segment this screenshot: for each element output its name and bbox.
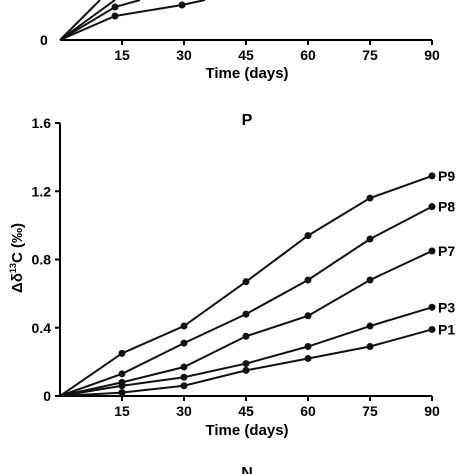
series-label-p1: P1: [438, 321, 455, 337]
top-y-tick-label: 0: [40, 32, 48, 48]
point-p9: [242, 278, 250, 286]
point-p9: [428, 172, 436, 180]
top-x-tick-label: 90: [424, 47, 440, 63]
point-p3: [366, 322, 374, 330]
point-p9: [366, 194, 374, 202]
point-p8: [366, 235, 374, 243]
top-x-tick-label: 30: [176, 47, 192, 63]
point-p8: [118, 370, 126, 378]
p-x-tick-label: 75: [362, 403, 378, 419]
point-p3: [118, 382, 126, 390]
p-x-tick-label: 60: [300, 403, 316, 419]
p-y-axis-label: Δδ13C (‰): [8, 223, 26, 293]
point-p7: [304, 312, 312, 320]
p-x-tick-label: 90: [424, 403, 440, 419]
point-p1: [366, 343, 374, 351]
p-x-axis-label: Time (days): [205, 422, 288, 439]
point-p3: [180, 373, 188, 381]
p-x-tick-label: 15: [114, 403, 130, 419]
p-y-tick-label: 0: [43, 388, 51, 404]
p-y-tick-label: 0.8: [32, 252, 52, 268]
point-p8: [428, 203, 436, 211]
point-p3: [428, 303, 436, 311]
p-x-ticks: 15 30 45 60 75 90: [114, 396, 440, 419]
p-y-axis-label-pre: Δδ: [9, 273, 26, 293]
point-p8: [180, 339, 188, 347]
point-p3: [242, 360, 250, 368]
p-y-axis-label-post: C (‰): [9, 223, 26, 263]
point-p7: [242, 332, 250, 340]
point-p9: [180, 322, 188, 330]
top-point: [111, 12, 119, 20]
top-chart: 0 15 30 45 60 75 90 Time (days): [40, 0, 440, 82]
p-x-tick-label: 30: [176, 403, 192, 419]
point-p1: [428, 325, 436, 333]
point-p8: [304, 276, 312, 284]
top-x-axis-label: Time (days): [205, 65, 288, 82]
p-chart-title: P: [242, 112, 253, 129]
top-series-group: [59, 0, 206, 41]
series-label-p8: P8: [438, 199, 455, 215]
p-series-group: P9 P8 P7 P3 P1: [59, 168, 455, 397]
point-p1: [304, 354, 312, 362]
top-x-tick-label: 60: [300, 47, 316, 63]
point-p9: [118, 349, 126, 357]
p-y-ticks: 0 0.4 0.8 1.2 1.6: [32, 115, 60, 404]
point-p3: [304, 343, 312, 351]
point-p7: [428, 247, 436, 255]
series-label-p3: P3: [438, 299, 455, 315]
p-y-tick-label: 0.4: [32, 320, 52, 336]
top-series-line: [59, 0, 206, 41]
p-x-tick-label: 45: [238, 403, 254, 419]
series-label-p7: P7: [438, 243, 455, 259]
point-p1: [118, 389, 126, 397]
point-p9: [304, 232, 312, 240]
n-chart-title: N: [241, 465, 253, 474]
point-p7: [366, 276, 374, 284]
point-p1: [180, 382, 188, 390]
point-p7: [180, 363, 188, 371]
top-series-line: [59, 0, 101, 41]
point-p1: [242, 366, 250, 374]
top-series-line: [59, 0, 116, 41]
p-y-tick-label: 1.6: [32, 115, 52, 131]
p-y-axis-label-sup: 13: [8, 263, 18, 273]
point-p8: [242, 310, 250, 318]
series-label-p9: P9: [438, 168, 455, 184]
top-point: [178, 1, 186, 9]
p-chart: P 0 0.4 0.8 1.2 1.6 15 30 45 60 75 90 Time (days)…: [8, 112, 455, 439]
top-x-ticks: 15 30 45 60 75 90: [114, 40, 440, 63]
top-x-tick-label: 15: [114, 47, 130, 63]
top-point: [111, 3, 119, 11]
top-x-tick-label: 45: [238, 47, 254, 63]
top-x-tick-label: 75: [362, 47, 378, 63]
p-y-tick-label: 1.2: [32, 183, 52, 199]
